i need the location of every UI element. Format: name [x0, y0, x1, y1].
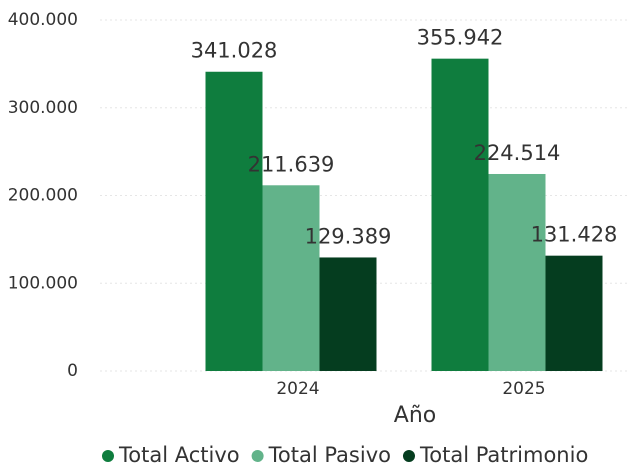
legend-label: Total Activo: [118, 443, 240, 467]
x-tick-label: 2024: [276, 379, 319, 399]
bar: [488, 173, 546, 371]
legend-marker: [402, 450, 415, 462]
bar: [262, 185, 320, 371]
x-axis-title: Año: [394, 403, 436, 428]
y-tick-label: 0: [67, 361, 78, 381]
y-tick-label: 400.000: [8, 10, 78, 30]
data-label: 341.028: [191, 39, 278, 63]
y-tick-label: 300.000: [8, 98, 78, 118]
bar: [431, 58, 489, 372]
legend-marker: [102, 450, 114, 462]
legend-marker: [251, 450, 264, 462]
data-label: 129.389: [305, 224, 392, 248]
legend-label: Total Pasivo: [268, 443, 391, 467]
data-label: 224.514: [474, 141, 561, 165]
bar: [545, 255, 603, 371]
bar: [205, 71, 263, 372]
x-tick-label: 2025: [502, 379, 545, 399]
legend-label: Total Patrimonio: [419, 443, 588, 467]
data-label: 355.942: [417, 26, 504, 50]
data-label: 131.428: [531, 223, 618, 247]
data-label: 211.639: [248, 152, 335, 176]
y-tick-label: 200.000: [8, 186, 78, 206]
y-tick-label: 100.000: [8, 273, 78, 293]
bar: [319, 257, 377, 371]
